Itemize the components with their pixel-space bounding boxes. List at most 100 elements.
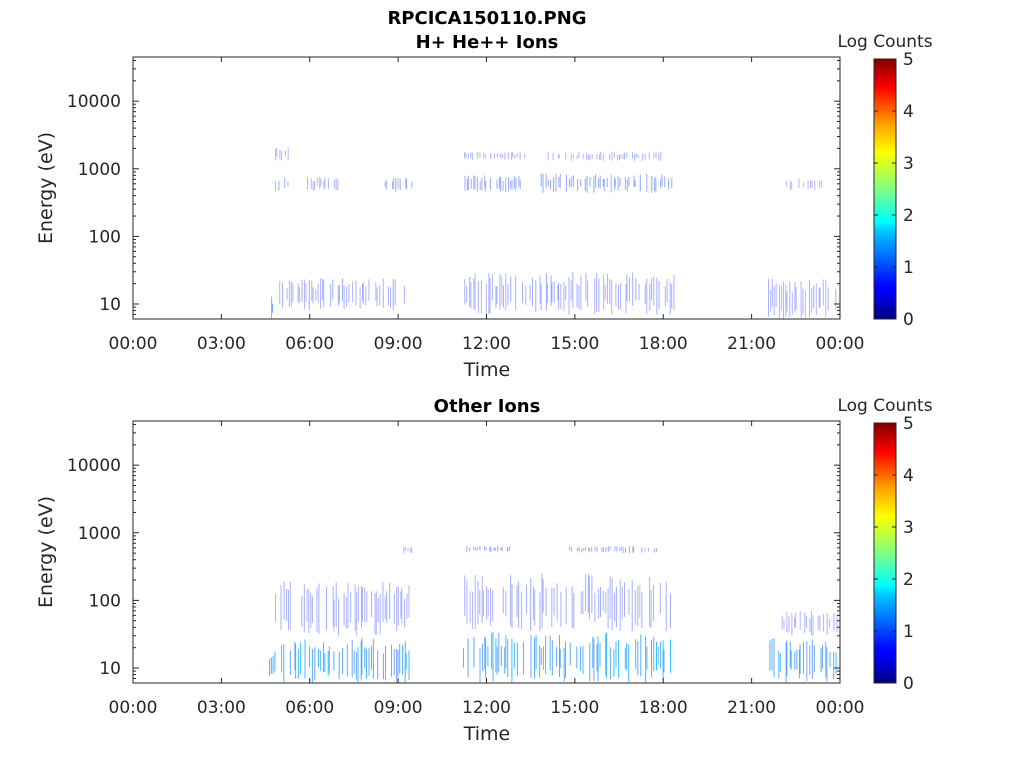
colorbar-label: Log Counts xyxy=(837,32,932,52)
axis-ticks: 00:00 03:00 06:00 09:00 12:00 15:00 18:00 21:00… xyxy=(67,421,865,718)
count-streak xyxy=(396,649,398,683)
count-streak xyxy=(609,546,611,551)
count-streak xyxy=(635,639,637,669)
count-streak xyxy=(493,548,495,551)
x-tick-label: 06:00 xyxy=(285,698,334,718)
count-streak xyxy=(551,587,553,627)
count-streak xyxy=(580,592,582,614)
count-streak xyxy=(551,640,553,676)
count-streak xyxy=(507,639,509,678)
count-streak xyxy=(479,181,481,191)
count-streak xyxy=(299,642,301,675)
count-streak xyxy=(338,651,340,680)
spectrogram-marks xyxy=(269,545,838,683)
count-streak xyxy=(585,272,587,301)
count-streak xyxy=(829,619,831,629)
count-streak xyxy=(511,584,513,629)
count-streak xyxy=(474,575,476,630)
count-streak xyxy=(332,279,334,300)
x-tick-label: 15:00 xyxy=(550,334,599,354)
count-streak xyxy=(511,179,513,190)
count-streak xyxy=(582,153,584,159)
x-tick-label: 12:00 xyxy=(462,698,511,718)
count-streak xyxy=(492,590,494,622)
count-streak xyxy=(364,647,366,669)
count-streak xyxy=(653,178,655,191)
count-streak xyxy=(386,591,388,623)
count-streak xyxy=(400,591,402,619)
count-streak xyxy=(290,281,292,307)
count-streak xyxy=(789,641,791,668)
count-streak xyxy=(368,279,370,301)
count-streak xyxy=(598,588,600,619)
count-streak xyxy=(292,283,294,303)
count-streak xyxy=(487,589,489,617)
count-streak xyxy=(314,181,315,191)
count-streak xyxy=(521,592,523,629)
count-streak xyxy=(368,648,370,676)
count-streak xyxy=(660,179,662,188)
count-streak xyxy=(789,180,791,191)
count-streak xyxy=(505,635,507,669)
count-streak xyxy=(353,650,355,674)
count-streak xyxy=(506,547,508,552)
count-streak xyxy=(355,280,357,306)
count-streak xyxy=(309,646,311,668)
count-streak xyxy=(556,647,557,667)
count-streak xyxy=(641,592,643,628)
x-tick-label: 21:00 xyxy=(727,698,776,718)
colorbar-tick-label: 5 xyxy=(903,50,914,70)
count-streak xyxy=(806,615,807,628)
count-streak xyxy=(580,646,582,671)
count-streak xyxy=(609,154,611,160)
count-streak xyxy=(469,591,471,623)
count-streak xyxy=(813,645,815,672)
count-streak xyxy=(815,283,817,315)
count-streak xyxy=(619,547,621,552)
count-streak xyxy=(605,592,607,614)
count-streak xyxy=(576,154,578,160)
count-streak xyxy=(411,547,413,553)
count-streak xyxy=(613,649,615,677)
count-streak xyxy=(602,153,604,161)
count-streak xyxy=(524,154,526,159)
x-tick-label: 09:00 xyxy=(374,334,423,354)
count-streak xyxy=(806,641,808,682)
count-streak xyxy=(578,151,580,159)
count-streak xyxy=(550,275,552,306)
count-streak xyxy=(596,154,598,160)
count-streak xyxy=(306,589,308,622)
count-streak xyxy=(620,282,622,310)
count-streak xyxy=(653,636,655,672)
x-tick-label: 12:00 xyxy=(462,334,511,354)
count-streak xyxy=(566,174,567,192)
count-streak xyxy=(616,154,618,161)
count-streak xyxy=(351,640,353,678)
count-streak xyxy=(484,636,486,670)
spectrogram-marks xyxy=(271,147,837,319)
count-streak xyxy=(379,594,381,635)
count-streak xyxy=(476,152,478,159)
count-streak xyxy=(587,280,589,307)
count-streak xyxy=(547,179,549,187)
count-streak xyxy=(602,590,604,612)
count-streak xyxy=(618,284,619,310)
count-streak xyxy=(563,647,565,682)
count-streak xyxy=(572,271,574,308)
count-streak xyxy=(658,280,660,310)
count-streak xyxy=(658,153,660,161)
count-streak xyxy=(489,546,491,552)
count-streak xyxy=(633,175,635,187)
count-streak xyxy=(572,175,574,187)
count-streak xyxy=(365,286,367,306)
count-streak xyxy=(628,546,630,553)
colorbar-bottom: Log Counts 0 1 2 3 4 5 xyxy=(837,396,932,694)
count-streak xyxy=(467,638,469,678)
count-streak xyxy=(598,278,600,313)
count-streak xyxy=(819,615,821,632)
count-streak xyxy=(560,591,562,627)
count-streak xyxy=(272,655,274,674)
count-streak xyxy=(361,586,362,629)
count-streak xyxy=(498,176,500,189)
count-streak xyxy=(664,286,666,306)
